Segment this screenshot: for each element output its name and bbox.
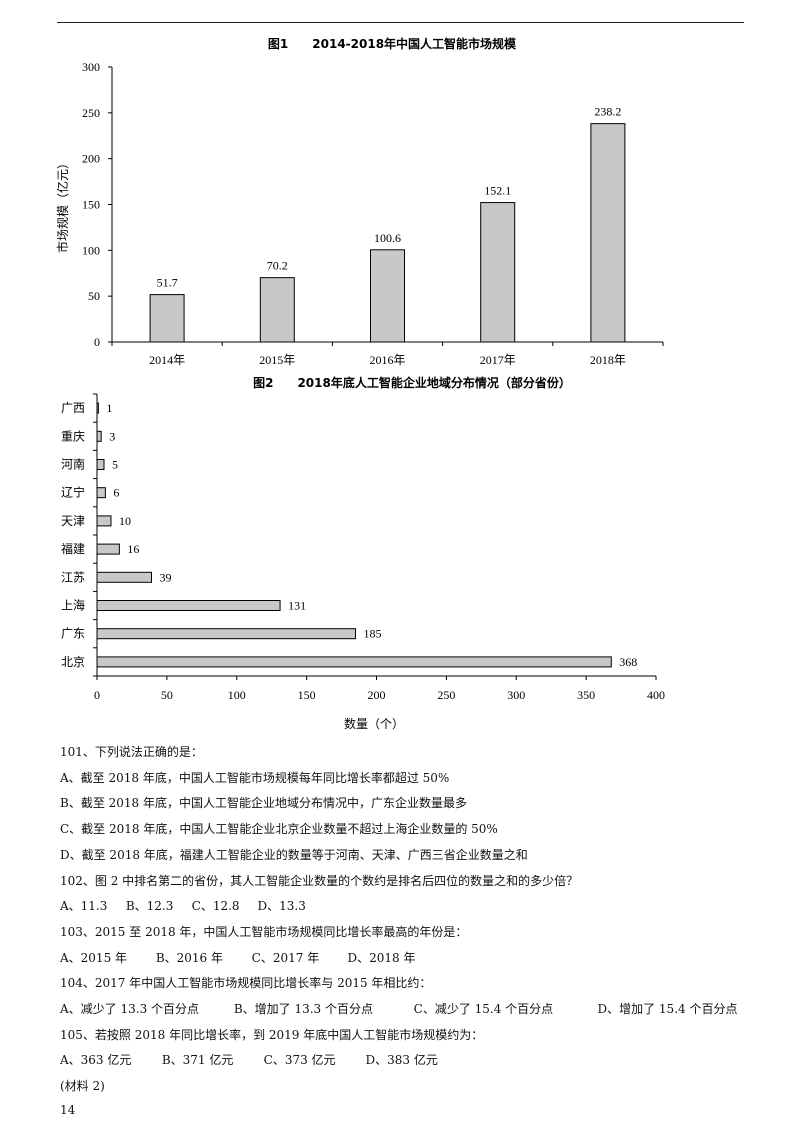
chart1-data-label: 238.2 <box>594 105 621 119</box>
chart1-category-label: 2017年 <box>480 353 516 367</box>
chart2-data-label: 131 <box>288 599 306 613</box>
chart1-y-axis-label: 市场规模（亿元） <box>55 157 70 253</box>
charts-canvas: 图1 2014-2018年中国人工智能市场规模 市场规模（亿元） 0501001… <box>55 36 665 731</box>
chart2-category-label: 天津 <box>61 514 85 528</box>
chart2-x-tick-label: 250 <box>437 688 455 702</box>
question-102-option-c: C、12.8 <box>191 899 240 914</box>
chart2-bar <box>96 487 106 499</box>
chart2-x-axis-label: 数量（个） <box>344 716 404 731</box>
chart2-x-tick-label: 0 <box>94 688 100 702</box>
chart2-bar <box>96 543 120 555</box>
page-number: 14 <box>60 1103 76 1117</box>
chart2-bar <box>96 656 612 668</box>
question-103-option-c: C、2017 年 <box>251 950 320 965</box>
question-101-option-c: C、截至 2018 年底，中国人工智能企业北京企业数量不超过上海企业数量的 50… <box>60 822 498 837</box>
chart2-data-label: 1 <box>106 401 112 415</box>
chart2-x-tick-label: 50 <box>161 688 173 702</box>
chart1-category-label: 2018年 <box>590 353 626 367</box>
chart1-bar <box>149 294 185 343</box>
chart1-bar <box>370 249 405 343</box>
question-104-option-a: A、减少了 13.3 个百分点 <box>60 1002 200 1017</box>
question-103-option-a: A、2015 年 <box>60 950 128 965</box>
material-note: (材料 2) <box>60 1079 105 1094</box>
chart2-category-label: 广东 <box>61 627 85 641</box>
chart2-bar <box>96 430 102 442</box>
question-104-option-c: C、减少了 15.4 个百分点 <box>413 1002 554 1017</box>
chart2-x-tick-label: 150 <box>298 688 316 702</box>
chart2-data-label: 368 <box>619 655 637 669</box>
chart1-y-tick-label: 250 <box>82 106 100 120</box>
question-105-options: A、363 亿元 B、371 亿元 C、373 亿元 D、383 亿元 <box>60 1048 780 1074</box>
question-105-option-a: A、363 亿元 <box>60 1053 132 1068</box>
chart1-y-tick-label: 300 <box>82 60 100 74</box>
chart1-category-label: 2016年 <box>369 353 405 367</box>
header-rule <box>57 22 744 23</box>
chart2-x-tick-label: 300 <box>507 688 525 702</box>
chart1-y-tick-label: 150 <box>82 198 100 212</box>
chart1-y-tick-label: 100 <box>82 243 100 257</box>
question-104: 104、2017 年中国人工智能市场规模同比增长率与 2015 年相比约： <box>60 976 432 991</box>
chart1-category-label: 2015年 <box>259 353 295 367</box>
question-102: 102、图 2 中排名第二的省份，其人工智能企业数量的个数约是排名后四位的数量之… <box>60 873 579 888</box>
chart2-bar <box>96 459 105 470</box>
chart2-data-label: 39 <box>160 570 172 584</box>
chart2-title: 图2 2018年底人工智能企业地域分布情况（部分省份） <box>253 375 571 390</box>
question-104-options: A、减少了 13.3 个百分点 B、增加了 13.3 个百分点 C、减少了 15… <box>60 997 780 1023</box>
chart1-data-label: 100.6 <box>374 231 401 245</box>
chart2-x-tick-label: 350 <box>577 688 595 702</box>
question-105: 105、若按照 2018 年同比增长率，到 2019 年底中国人工智能市场规模约… <box>60 1027 484 1042</box>
question-105-option-d: D、383 亿元 <box>365 1053 438 1068</box>
chart1-bar <box>259 277 295 343</box>
chart2-bar <box>96 628 357 640</box>
chart2-data-label: 10 <box>119 514 131 528</box>
question-105-option-b: B、371 亿元 <box>161 1053 234 1068</box>
chart1-data-label: 51.7 <box>157 276 178 290</box>
chart1-data-label: 70.2 <box>267 259 288 273</box>
chart2-data-label: 5 <box>112 458 118 472</box>
question-101-option-a: A、截至 2018 年底，中国人工智能市场规模每年同比增长率都超过 50% <box>60 770 450 785</box>
question-105-option-c: C、373 亿元 <box>263 1053 336 1068</box>
chart2-bar <box>96 600 281 611</box>
question-103-options: A、2015 年 B、2016 年 C、2017 年 D、2018 年 <box>60 946 780 972</box>
chart2-x-tick-label: 100 <box>228 688 246 702</box>
chart1-y-tick-label: 50 <box>88 289 100 303</box>
chart2-bar <box>96 402 99 414</box>
chart2-data-label: 3 <box>109 429 115 443</box>
question-102-option-b: B、12.3 <box>125 899 174 914</box>
chart2-category-label: 广西 <box>61 401 85 415</box>
chart1-category-label: 2014年 <box>149 353 185 367</box>
question-103-option-d: D、2018 年 <box>347 950 416 965</box>
question-103: 103、2015 至 2018 年，中国人工智能市场规模同比增长率最高的年份是： <box>60 924 468 939</box>
chart1-title: 图1 2014-2018年中国人工智能市场规模 <box>268 36 517 51</box>
chart2-category-label: 辽宁 <box>61 485 85 500</box>
question-104-option-b: B、增加了 13.3 个百分点 <box>233 1002 373 1017</box>
chart2-x-tick-label: 200 <box>368 688 386 702</box>
chart2-data-label: 185 <box>364 627 382 641</box>
chart1-data-label: 152.1 <box>484 184 511 198</box>
chart2-category-label: 北京 <box>61 655 85 669</box>
chart2-category-label: 上海 <box>61 598 85 613</box>
chart1-y-tick-label: 0 <box>94 335 100 349</box>
chart2-x-tick-label: 400 <box>647 688 665 702</box>
chart2-category-label: 重庆 <box>61 429 85 443</box>
chart2-bar <box>96 515 112 527</box>
chart2-data-label: 6 <box>113 486 119 500</box>
chart1-bar <box>480 202 516 343</box>
chart1-bar <box>590 123 626 343</box>
question-102-options: A、11.3 B、12.3 C、12.8 D、13.3 <box>60 894 780 920</box>
questions-section: 101、下列说法正确的是： A、截至 2018 年底，中国人工智能市场规模每年同… <box>60 740 780 1100</box>
chart2-category-label: 福建 <box>61 541 85 556</box>
chart2-bar <box>96 571 153 583</box>
chart1-y-tick-label: 200 <box>82 152 100 166</box>
question-102-option-a: A、11.3 <box>60 899 108 914</box>
question-102-option-d: D、13.3 <box>257 899 306 914</box>
chart2-data-label: 16 <box>127 542 139 556</box>
chart2-category-label: 江苏 <box>61 570 85 584</box>
question-104-option-d: D、增加了 15.4 个百分点 <box>597 1002 738 1017</box>
question-101: 101、下列说法正确的是： <box>60 745 203 759</box>
chart2-category-label: 河南 <box>61 457 85 472</box>
question-101-option-d: D、截至 2018 年底，福建人工智能企业的数量等于河南、天津、广西三省企业数量… <box>60 847 528 862</box>
question-101-option-b: B、截至 2018 年底，中国人工智能企业地域分布情况中，广东企业数量最多 <box>60 796 467 811</box>
question-103-option-b: B、2016 年 <box>155 950 224 965</box>
